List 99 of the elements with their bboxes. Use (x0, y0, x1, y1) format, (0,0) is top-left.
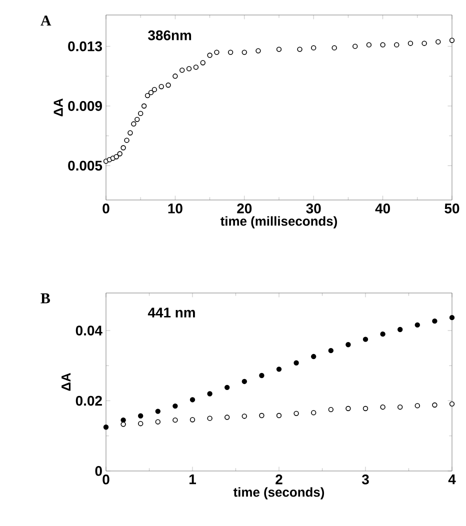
point (103, 424, 109, 430)
point (190, 417, 196, 422)
point (276, 412, 282, 418)
point (193, 64, 199, 70)
point (214, 50, 220, 55)
y-tick-label: 0.013 (68, 41, 102, 52)
point (207, 52, 212, 58)
point (152, 86, 158, 92)
point (124, 138, 130, 143)
x-tick-label: 1 (189, 474, 196, 484)
point (366, 42, 372, 48)
point (138, 110, 144, 116)
point (138, 420, 144, 426)
point (120, 417, 126, 423)
point (224, 384, 230, 390)
x-tick-label: 20 (237, 204, 252, 214)
x-axis-title: time (seconds) (233, 487, 324, 500)
point (190, 397, 196, 402)
x-tick-label: 4 (448, 474, 456, 484)
point (207, 416, 212, 421)
y-tick-label: 0.009 (68, 101, 102, 111)
point (158, 84, 164, 90)
point (408, 40, 414, 46)
x-tick-label: 3 (362, 474, 369, 484)
point (380, 331, 386, 337)
point (346, 342, 351, 348)
annotation: 386nm (148, 30, 192, 40)
point (311, 410, 316, 416)
point (224, 414, 230, 420)
point (276, 46, 282, 52)
point (207, 391, 212, 396)
text: A (40, 16, 52, 26)
point (114, 154, 119, 160)
point (186, 66, 192, 72)
point (422, 40, 427, 46)
y-tick-label: 0.02 (76, 396, 102, 406)
point (242, 414, 247, 419)
point (310, 45, 316, 50)
point (242, 378, 247, 384)
point (155, 419, 160, 424)
point (200, 60, 206, 66)
x-tick-label: 0 (102, 474, 110, 484)
y-tick-label: 0.04 (76, 326, 102, 336)
point (155, 408, 160, 414)
point (432, 318, 438, 324)
point (332, 45, 337, 50)
annotation: 441 nm (148, 308, 195, 318)
point (259, 372, 264, 378)
point (362, 336, 368, 342)
point (414, 322, 420, 328)
point (172, 74, 178, 79)
x-tick-label: 0 (102, 204, 110, 214)
point (398, 326, 403, 332)
point (228, 50, 234, 55)
point (328, 348, 334, 354)
point (352, 44, 358, 49)
point (380, 42, 386, 48)
text: B (40, 293, 50, 304)
point (117, 151, 122, 156)
point (138, 413, 144, 418)
x-tick-label: 10 (168, 204, 182, 214)
point (398, 404, 403, 410)
point (294, 360, 299, 366)
point (256, 48, 261, 54)
point (180, 68, 185, 73)
point (380, 404, 386, 410)
point (166, 82, 171, 88)
x-tick-label: 40 (375, 204, 390, 214)
x-tick-label: 30 (306, 204, 321, 214)
point (242, 50, 247, 55)
point (414, 403, 420, 408)
point (259, 412, 264, 418)
point (148, 90, 154, 96)
point (436, 39, 441, 44)
x-tick-label: 50 (444, 204, 460, 214)
point (432, 402, 438, 408)
point (128, 130, 133, 136)
y-tick-label: 0 (95, 466, 102, 476)
point (346, 406, 351, 412)
x-tick-label: 2 (276, 474, 282, 484)
point (276, 366, 282, 372)
point (328, 406, 334, 412)
point (297, 46, 302, 52)
point (362, 406, 368, 412)
point (131, 121, 136, 127)
y-tick-label: 0.005 (68, 160, 102, 171)
point (144, 92, 150, 98)
x-axis-title: time (milliseconds) (220, 216, 337, 228)
point (294, 410, 299, 416)
y-axis-title: ΔA (54, 98, 63, 116)
point (172, 417, 178, 423)
point (141, 103, 147, 109)
point (394, 42, 400, 48)
point (172, 403, 178, 409)
point (311, 354, 316, 360)
point (120, 422, 126, 427)
y-axis-title: ΔA (62, 372, 70, 391)
point (134, 116, 140, 122)
point (120, 145, 126, 150)
